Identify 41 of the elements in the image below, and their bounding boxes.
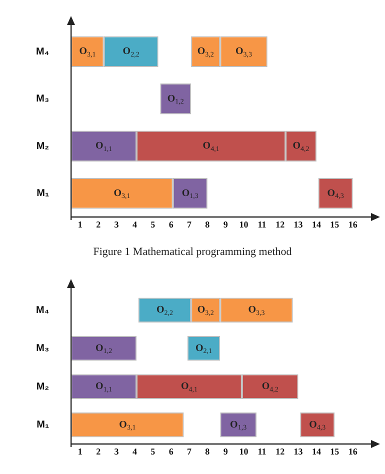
x-tick-label: 6 [168, 446, 174, 457]
x-tick-label: 13 [294, 220, 304, 230]
x-tick-label: 12 [276, 220, 286, 230]
x-tick-label: 13 [294, 446, 304, 457]
y-tick-label: M₂ [36, 140, 50, 152]
x-tick-label: 7 [186, 220, 192, 230]
x-tick-label: 5 [150, 446, 156, 457]
x-tick-label: 4 [132, 446, 138, 457]
y-tick-label: M₃ [36, 343, 50, 354]
x-tick-label: 7 [186, 446, 192, 457]
y-tick-label: M₁ [36, 420, 50, 431]
x-tick-label: 10 [239, 446, 249, 457]
x-tick-label: 2 [96, 446, 102, 457]
y-tick-label: M₃ [36, 94, 50, 105]
x-tick-label: 14 [312, 446, 322, 457]
x-tick-label: 9 [223, 446, 228, 457]
x-tick-label: 16 [348, 220, 358, 230]
x-tick-label: 3 [114, 220, 120, 230]
x-tick-label: 1 [78, 220, 83, 230]
x-tick-label: 15 [330, 220, 340, 230]
x-tick-label: 2 [96, 220, 102, 230]
x-tick-label: 11 [258, 446, 267, 457]
x-tick-label: 8 [205, 446, 210, 457]
x-tick-label: 12 [276, 446, 286, 457]
x-tick-label: 10 [239, 220, 249, 230]
x-tick-label: 3 [114, 446, 120, 457]
x-tick-label: 14 [312, 220, 322, 230]
x-tick-label: 6 [168, 220, 174, 230]
x-tick-label: 9 [223, 220, 228, 230]
x-tick-label: 16 [348, 446, 358, 457]
y-tick-label: M₁ [36, 188, 50, 200]
caption: Figure 1 Mathematical programming method [92, 245, 293, 260]
x-tick-label: 5 [150, 220, 156, 230]
y-tick-label: M₄ [36, 304, 50, 316]
y-tick-label: M₄ [36, 46, 50, 58]
x-tick-label: 15 [330, 446, 340, 457]
x-tick-label: 1 [78, 446, 83, 457]
x-tick-label: 8 [205, 220, 210, 230]
x-tick-label: 4 [132, 220, 138, 230]
x-tick-label: 11 [258, 220, 267, 230]
y-tick-label: M₂ [36, 381, 50, 392]
